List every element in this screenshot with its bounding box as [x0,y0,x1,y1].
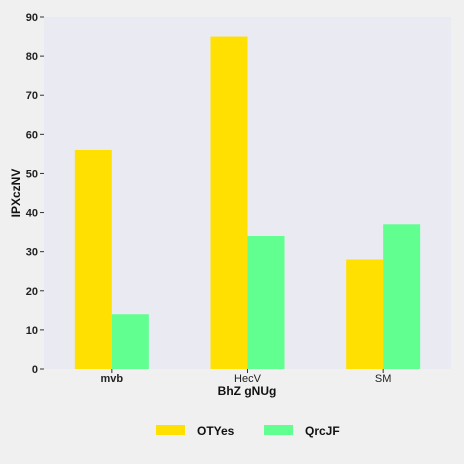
y-tick-label: 30 [26,247,38,259]
legend-label: QrcJF [305,424,340,438]
y-tick-label: 40 [26,208,38,220]
x-tick-label: SM [375,373,392,385]
y-tick-label: 50 [26,168,38,180]
legend-swatch [156,425,185,435]
legend-label: OTYes [197,424,235,438]
bar-OTYes-SM [346,259,384,369]
bar-QrcJF-HecV [247,236,285,369]
x-axis-ticks: mvb HecV SM [101,369,392,385]
y-tick-label: 70 [26,90,38,102]
y-tick-label: 60 [26,129,38,141]
bar-QrcJF-SM [383,224,421,369]
y-tick-label: 10 [26,325,38,337]
bar-OTYes-HecV [210,36,248,370]
y-axis-title: IPXczNV [9,169,23,218]
x-tick-label: HecV [234,373,262,385]
y-tick-label: 80 [26,51,38,63]
x-axis-title: BhZ gNUg [218,384,277,398]
bar-OTYes-mvb [74,149,112,369]
y-axis-ticks: 0 10 20 30 40 50 60 70 80 90 [26,12,44,376]
legend: OTYes QrcJF [156,424,340,438]
bar-QrcJF-mvb [111,314,149,369]
y-tick-label: 0 [32,364,38,376]
legend-swatch [264,425,293,435]
y-tick-label: 20 [26,286,38,298]
y-tick-label: 90 [26,12,38,24]
bars-group [74,36,421,370]
x-tick-label: mvb [101,373,124,385]
